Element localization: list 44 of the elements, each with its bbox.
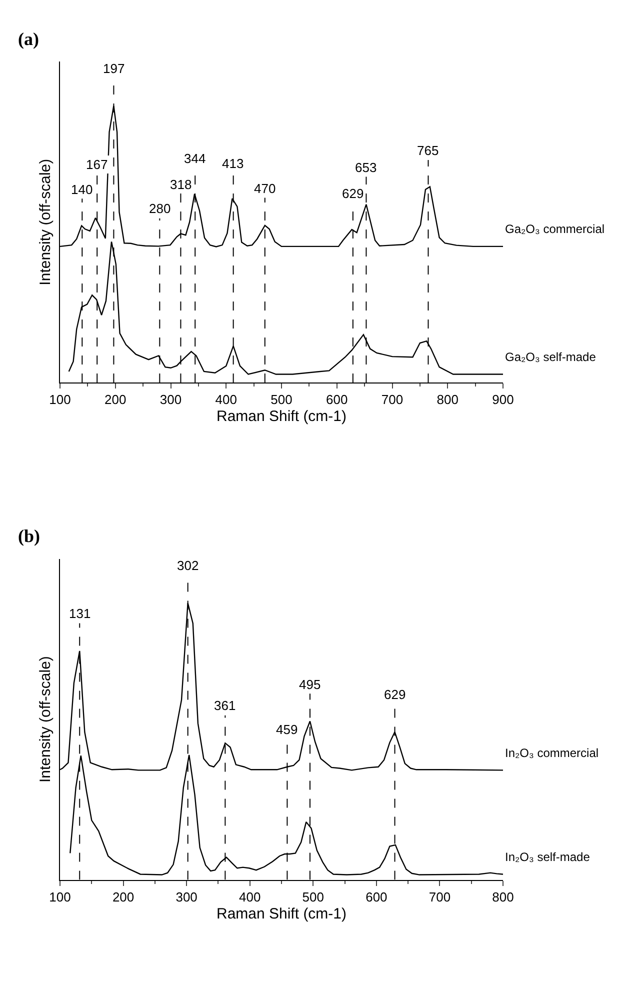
x-tick-label: 300 xyxy=(176,889,198,904)
ref-line-label: 318 xyxy=(170,177,192,192)
chart-title: (a) xyxy=(18,29,39,49)
ref-line-label: 361 xyxy=(214,698,236,713)
x-axis-title: Raman Shift (cm-1) xyxy=(216,408,347,426)
ref-line-label: 344 xyxy=(184,151,206,166)
x-tick-label: 600 xyxy=(326,392,348,408)
x-tick-label: 700 xyxy=(381,392,404,408)
chart-title: (b) xyxy=(18,526,40,546)
ref-line-label: 140 xyxy=(71,182,93,197)
x-tick-label: 800 xyxy=(492,889,514,904)
ref-line-label: 629 xyxy=(342,186,364,201)
x-tick-label: 200 xyxy=(112,889,134,904)
y-axis-title: Intensity (off-scale) xyxy=(37,158,54,286)
series-label: Ga₂O₃ self-made xyxy=(505,350,596,364)
y-axis-title: Intensity (off-scale) xyxy=(37,656,54,783)
x-tick-label: 500 xyxy=(302,889,324,904)
x-tick-label: 700 xyxy=(428,889,451,904)
ref-line-label: 131 xyxy=(69,606,91,621)
x-axis-title: Raman Shift (cm-1) xyxy=(216,905,347,922)
x-tick-label: 800 xyxy=(436,392,458,408)
ref-line-label: 765 xyxy=(417,143,439,158)
x-tick-label: 500 xyxy=(270,392,292,408)
x-tick-label: 400 xyxy=(215,392,237,408)
ref-line-label: 629 xyxy=(384,687,406,702)
series-label: Ga₂O₃ commercial xyxy=(505,222,605,236)
series-label: In₂O₃ commercial xyxy=(505,746,599,760)
ref-line-label: 302 xyxy=(177,558,199,573)
ref-line-label: 167 xyxy=(86,157,108,172)
ref-line-label: 459 xyxy=(276,722,298,737)
x-tick-label: 100 xyxy=(49,889,71,904)
x-tick-label: 200 xyxy=(104,392,126,408)
ref-line-label: 280 xyxy=(149,201,171,216)
x-tick-label: 900 xyxy=(492,392,514,408)
x-tick-label: 100 xyxy=(49,392,71,408)
ref-line-label: 413 xyxy=(222,156,244,171)
x-tick-label: 400 xyxy=(239,889,261,904)
ref-line-label: 495 xyxy=(299,677,321,692)
ref-line-label: 197 xyxy=(103,61,125,76)
x-tick-label: 600 xyxy=(366,889,388,904)
series-label: In₂O₃ self-made xyxy=(505,850,590,864)
x-tick-label: 300 xyxy=(160,392,182,408)
ref-line-label: 470 xyxy=(254,181,276,196)
ref-line-label: 653 xyxy=(355,160,377,175)
